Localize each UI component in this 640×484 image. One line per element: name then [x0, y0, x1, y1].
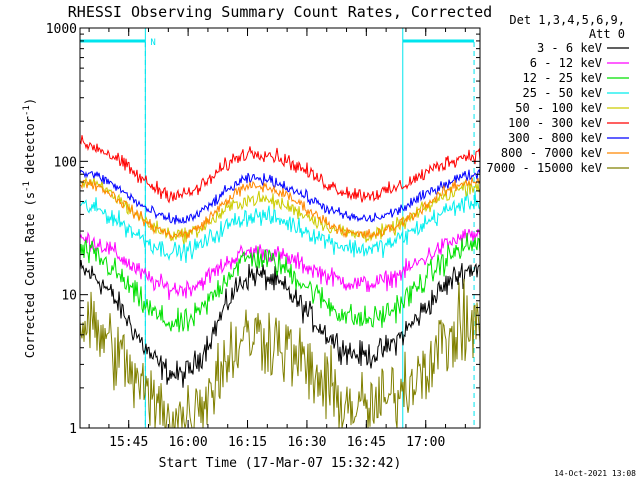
series-line-5 [79, 135, 481, 204]
legend-label-8: 7000 - 15000 keV [486, 161, 602, 175]
legend-header-line2: Att 0 [589, 27, 625, 41]
legend-label-5: 100 - 300 keV [508, 116, 602, 130]
series-line-6 [79, 168, 481, 225]
legend-label-1: 6 - 12 keV [530, 56, 602, 70]
series-line-3 [79, 190, 481, 263]
legend-header-line1: Det 1,3,4,5,6,9, [509, 13, 625, 27]
chart-title: RHESSI Observing Summary Count Rates, Co… [68, 3, 492, 21]
legend-label-4: 50 - 100 keV [515, 101, 602, 115]
y-axis-label: Corrected Count Rate (s-1 detector-1) [22, 98, 37, 358]
x-tick-label-2: 16:15 [228, 435, 267, 450]
series-line-4 [79, 176, 481, 245]
footer-date: 14-Oct-2021 13:08 [554, 469, 636, 478]
y-tick-label-2: 100 [54, 155, 77, 170]
y-tick-label-3: 1000 [46, 22, 77, 37]
legend-label-2: 12 - 25 keV [523, 71, 602, 85]
legend-label-3: 25 - 50 keV [523, 86, 602, 100]
data-layer: N [79, 28, 481, 429]
legend-label-0: 3 - 6 keV [537, 41, 602, 55]
axis-layer: 1 10 100 1000 15:45 16:00 16:15 16:30 16:45 17:00 [46, 22, 480, 450]
legend-label-7: 800 - 7000 keV [501, 146, 602, 160]
series-line-8 [79, 278, 481, 429]
legend-label-6: 300 - 800 keV [508, 131, 602, 145]
y-tick-label-1: 10 [61, 289, 77, 304]
y-tick-label-0: 1 [69, 422, 77, 437]
x-tick-label-5: 17:00 [406, 435, 445, 450]
plot-frame [79, 27, 481, 429]
series-line-7 [79, 177, 481, 240]
x-tick-label-3: 16:30 [287, 435, 326, 450]
x-tick-label-0: 15:45 [109, 435, 148, 450]
series-line-0 [79, 260, 481, 388]
flag-label-0: N [150, 38, 155, 48]
x-axis-label: Start Time (17-Mar-07 15:32:42) [159, 456, 402, 471]
series-line-2 [79, 232, 481, 333]
x-tick-label-4: 16:45 [347, 435, 386, 450]
x-tick-label-1: 16:00 [169, 435, 208, 450]
